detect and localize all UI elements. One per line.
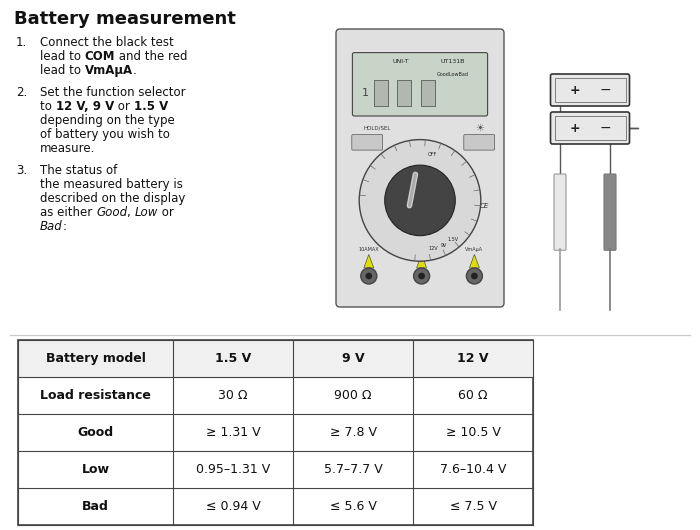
Text: +: +	[570, 84, 580, 96]
Text: 1.5 V: 1.5 V	[215, 352, 251, 365]
Circle shape	[466, 268, 482, 284]
Text: ≤ 5.6 V: ≤ 5.6 V	[330, 500, 377, 513]
Text: 1: 1	[361, 88, 368, 98]
Bar	[374, 80, 388, 107]
Text: 9V: 9V	[441, 243, 447, 248]
Text: The status of: The status of	[40, 164, 118, 177]
Text: −: −	[599, 83, 611, 97]
Text: the measured battery is: the measured battery is	[40, 178, 183, 191]
Text: ≤ 0.94 V: ≤ 0.94 V	[206, 500, 260, 513]
Text: ≤ 7.5 V: ≤ 7.5 V	[449, 500, 496, 513]
Bar	[421, 80, 435, 107]
Text: CE: CE	[480, 204, 489, 209]
Text: Low: Low	[81, 463, 109, 476]
Bar	[398, 80, 412, 107]
Text: lead to: lead to	[40, 64, 85, 77]
Text: depending on the type: depending on the type	[40, 114, 175, 127]
Text: of battery you wish to: of battery you wish to	[40, 128, 170, 141]
FancyBboxPatch shape	[550, 74, 629, 106]
Circle shape	[359, 139, 481, 261]
Text: or: or	[114, 100, 134, 113]
Text: UT131B: UT131B	[440, 58, 465, 64]
Text: Bad: Bad	[82, 500, 109, 513]
Circle shape	[360, 268, 377, 284]
Text: lead to: lead to	[40, 50, 85, 63]
Text: 5.7–7.7 V: 5.7–7.7 V	[323, 463, 382, 476]
FancyBboxPatch shape	[550, 112, 629, 144]
Text: Battery measurement: Battery measurement	[14, 10, 236, 28]
Text: −: −	[599, 121, 611, 135]
Text: ≥ 1.31 V: ≥ 1.31 V	[206, 426, 260, 439]
Text: OFF: OFF	[428, 152, 437, 157]
Circle shape	[366, 273, 372, 279]
Text: Connect the black test: Connect the black test	[40, 36, 174, 49]
Text: 7.6–10.4 V: 7.6–10.4 V	[440, 463, 506, 476]
Text: 1.5V: 1.5V	[447, 237, 458, 242]
Polygon shape	[416, 254, 426, 268]
Text: 10AMAX: 10AMAX	[358, 246, 379, 252]
Text: described on the display: described on the display	[40, 192, 186, 205]
Bar	[554, 78, 626, 102]
FancyBboxPatch shape	[352, 52, 488, 116]
Circle shape	[419, 273, 425, 279]
Text: Good: Good	[96, 206, 127, 219]
Text: as either: as either	[40, 206, 96, 219]
Text: +: +	[570, 121, 580, 135]
Text: Battery model: Battery model	[46, 352, 146, 365]
FancyBboxPatch shape	[352, 135, 383, 150]
FancyBboxPatch shape	[554, 174, 566, 250]
Polygon shape	[470, 254, 480, 268]
Text: 60 Ω: 60 Ω	[458, 389, 488, 402]
Text: 12 V: 12 V	[457, 352, 489, 365]
Text: .: .	[133, 64, 136, 77]
Bar	[554, 116, 626, 140]
Text: ≥ 7.8 V: ≥ 7.8 V	[330, 426, 377, 439]
Text: 1.5 V: 1.5 V	[134, 100, 168, 113]
Circle shape	[471, 273, 477, 279]
Text: or: or	[158, 206, 174, 219]
Text: ,: ,	[127, 206, 134, 219]
Text: 12V: 12V	[428, 246, 438, 251]
Text: 30 Ω: 30 Ω	[218, 389, 248, 402]
Text: 3.: 3.	[16, 164, 27, 177]
Circle shape	[414, 268, 430, 284]
Circle shape	[385, 165, 455, 236]
Text: measure.: measure.	[40, 142, 95, 155]
Text: 1.: 1.	[16, 36, 27, 49]
FancyBboxPatch shape	[336, 29, 504, 307]
Text: 900 Ω: 900 Ω	[335, 389, 372, 402]
Bar	[18, 340, 533, 525]
Text: Load resistance: Load resistance	[40, 389, 151, 402]
Text: 2.: 2.	[16, 86, 27, 99]
Text: 12 V, 9 V: 12 V, 9 V	[55, 100, 114, 113]
Text: 9 V: 9 V	[342, 352, 364, 365]
Text: ☀: ☀	[475, 122, 484, 132]
Text: VmAμA: VmAμA	[466, 246, 484, 252]
Text: to: to	[40, 100, 55, 113]
Text: ≥ 10.5 V: ≥ 10.5 V	[446, 426, 500, 439]
Text: VmAμA: VmAμA	[85, 64, 133, 77]
Text: Set the function selector: Set the function selector	[40, 86, 186, 99]
Text: Good: Good	[78, 426, 113, 439]
Text: :: :	[63, 220, 66, 233]
Text: Low: Low	[134, 206, 158, 219]
Bar	[18, 340, 533, 377]
Polygon shape	[364, 254, 374, 268]
Text: 0.95–1.31 V: 0.95–1.31 V	[196, 463, 270, 476]
Text: Bad: Bad	[40, 220, 63, 233]
Text: COM: COM	[416, 246, 427, 252]
Text: and the red: and the red	[116, 50, 188, 63]
Text: GoodLowBad: GoodLowBad	[437, 72, 469, 77]
Text: COM: COM	[85, 50, 116, 63]
FancyBboxPatch shape	[464, 135, 495, 150]
Text: HOLD/SEL: HOLD/SEL	[364, 125, 391, 130]
FancyBboxPatch shape	[604, 174, 616, 250]
Text: UNI-T: UNI-T	[392, 58, 409, 64]
